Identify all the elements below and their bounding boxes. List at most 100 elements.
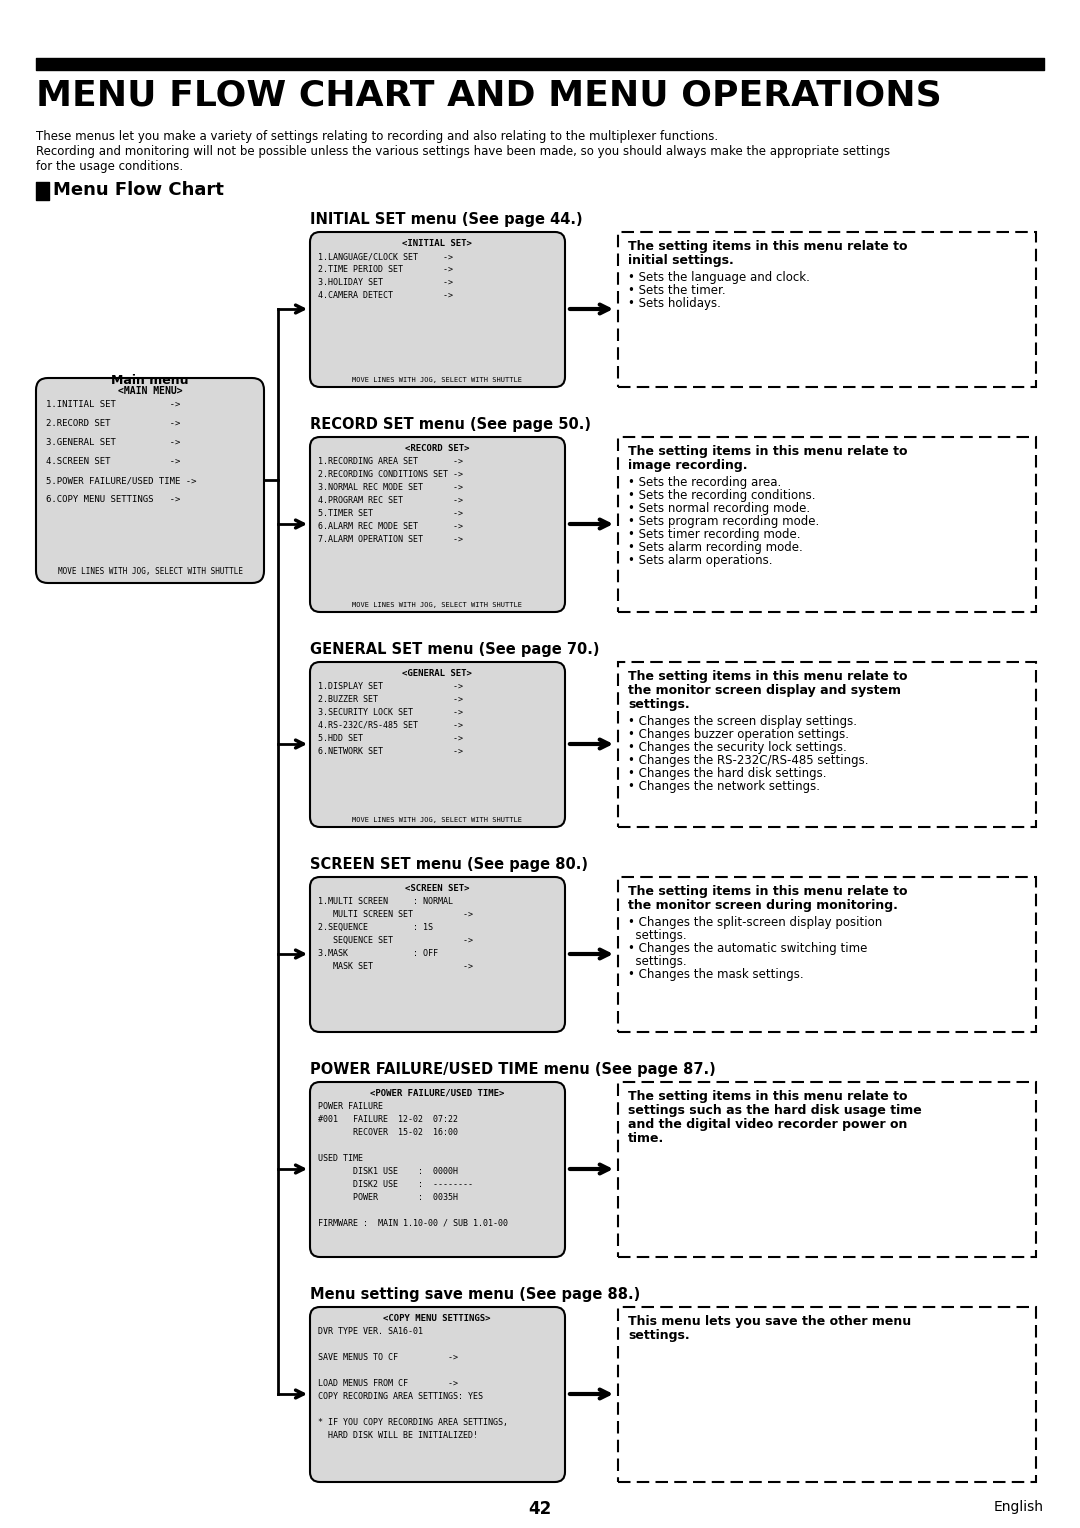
Text: for the usage conditions.: for the usage conditions. <box>36 160 184 173</box>
Text: 2.TIME PERIOD SET        ->: 2.TIME PERIOD SET -> <box>318 264 453 274</box>
Text: • Sets the recording area.: • Sets the recording area. <box>627 477 781 489</box>
Text: • Changes the hard disk settings.: • Changes the hard disk settings. <box>627 767 826 779</box>
Text: <MAIN MENU>: <MAIN MENU> <box>118 387 183 396</box>
Text: 1.MULTI SCREEN     : NORMAL: 1.MULTI SCREEN : NORMAL <box>318 897 453 906</box>
Text: 3.MASK             : OFF: 3.MASK : OFF <box>318 949 438 958</box>
Text: settings.: settings. <box>627 1329 690 1342</box>
Text: the monitor screen display and system: the monitor screen display and system <box>627 685 901 697</box>
Text: MULTI SCREEN SET          ->: MULTI SCREEN SET -> <box>318 911 473 918</box>
Text: MOVE LINES WITH JOG, SELECT WITH SHUTTLE: MOVE LINES WITH JOG, SELECT WITH SHUTTLE <box>352 602 522 608</box>
Text: 1.INITIAL SET          ->: 1.INITIAL SET -> <box>46 400 180 410</box>
Text: Menu Flow Chart: Menu Flow Chart <box>53 180 224 199</box>
Text: <INITIAL SET>: <INITIAL SET> <box>402 238 472 248</box>
Text: #001   FAILURE  12-02  07:22: #001 FAILURE 12-02 07:22 <box>318 1115 458 1125</box>
Text: 3.GENERAL SET          ->: 3.GENERAL SET -> <box>46 439 180 448</box>
Text: time.: time. <box>627 1132 664 1144</box>
Text: The setting items in this menu relate to: The setting items in this menu relate to <box>627 885 907 898</box>
Text: USED TIME: USED TIME <box>318 1154 363 1163</box>
Text: COPY RECORDING AREA SETTINGS: YES: COPY RECORDING AREA SETTINGS: YES <box>318 1392 483 1401</box>
Text: The setting items in this menu relate to: The setting items in this menu relate to <box>627 669 907 683</box>
FancyBboxPatch shape <box>310 662 565 827</box>
Text: 1.RECORDING AREA SET       ->: 1.RECORDING AREA SET -> <box>318 457 463 466</box>
Text: 4.PROGRAM REC SET          ->: 4.PROGRAM REC SET -> <box>318 497 463 504</box>
Text: * IF YOU COPY RECORDING AREA SETTINGS,: * IF YOU COPY RECORDING AREA SETTINGS, <box>318 1418 508 1427</box>
Text: 5.TIMER SET                ->: 5.TIMER SET -> <box>318 509 463 518</box>
Bar <box>618 232 1036 387</box>
FancyBboxPatch shape <box>310 1082 565 1258</box>
Text: • Sets alarm recording mode.: • Sets alarm recording mode. <box>627 541 802 555</box>
Text: DISK2 USE    :  --------: DISK2 USE : -------- <box>318 1180 473 1189</box>
Text: settings.: settings. <box>627 698 690 711</box>
Text: POWER FAILURE/USED TIME menu (See page 87.): POWER FAILURE/USED TIME menu (See page 8… <box>310 1062 716 1077</box>
Text: HARD DISK WILL BE INITIALIZED!: HARD DISK WILL BE INITIALIZED! <box>318 1432 478 1439</box>
Text: <RECORD SET>: <RECORD SET> <box>405 445 469 452</box>
Text: • Changes buzzer operation settings.: • Changes buzzer operation settings. <box>627 727 849 741</box>
Text: 2.SEQUENCE         : 1S: 2.SEQUENCE : 1S <box>318 923 433 932</box>
Text: 5.POWER FAILURE/USED TIME ->: 5.POWER FAILURE/USED TIME -> <box>46 477 197 484</box>
Text: • Sets the timer.: • Sets the timer. <box>627 284 726 296</box>
Text: • Changes the split-screen display position: • Changes the split-screen display posit… <box>627 915 882 929</box>
Text: 4.CAMERA DETECT          ->: 4.CAMERA DETECT -> <box>318 290 453 299</box>
Text: SEQUENCE SET              ->: SEQUENCE SET -> <box>318 937 473 944</box>
Text: settings.: settings. <box>627 955 687 969</box>
Text: 2.RECORDING CONDITIONS SET ->: 2.RECORDING CONDITIONS SET -> <box>318 471 463 478</box>
Text: 4.SCREEN SET           ->: 4.SCREEN SET -> <box>46 457 180 466</box>
Text: 2.RECORD SET           ->: 2.RECORD SET -> <box>46 419 180 428</box>
Text: MOVE LINES WITH JOG, SELECT WITH SHUTTLE: MOVE LINES WITH JOG, SELECT WITH SHUTTLE <box>57 567 243 576</box>
Text: LOAD MENUS FROM CF        ->: LOAD MENUS FROM CF -> <box>318 1378 458 1387</box>
Text: Menu setting save menu (See page 88.): Menu setting save menu (See page 88.) <box>310 1287 640 1302</box>
Text: • Changes the screen display settings.: • Changes the screen display settings. <box>627 715 858 727</box>
Text: 6.COPY MENU SETTINGS   ->: 6.COPY MENU SETTINGS -> <box>46 495 180 504</box>
Text: INITIAL SET menu (See page 44.): INITIAL SET menu (See page 44.) <box>310 212 582 228</box>
Text: and the digital video recorder power on: and the digital video recorder power on <box>627 1118 907 1131</box>
Text: initial settings.: initial settings. <box>627 254 733 267</box>
Text: RECOVER  15-02  16:00: RECOVER 15-02 16:00 <box>318 1128 458 1137</box>
Text: MOVE LINES WITH JOG, SELECT WITH SHUTTLE: MOVE LINES WITH JOG, SELECT WITH SHUTTLE <box>352 817 522 824</box>
Text: • Sets program recording mode.: • Sets program recording mode. <box>627 515 820 529</box>
FancyBboxPatch shape <box>310 877 565 1031</box>
Text: 5.HDD SET                  ->: 5.HDD SET -> <box>318 733 463 743</box>
Text: SCREEN SET menu (See page 80.): SCREEN SET menu (See page 80.) <box>310 857 588 872</box>
Text: settings.: settings. <box>627 929 687 941</box>
Text: the monitor screen during monitoring.: the monitor screen during monitoring. <box>627 898 897 912</box>
Text: FIRMWARE :  MAIN 1.10-00 / SUB 1.01-00: FIRMWARE : MAIN 1.10-00 / SUB 1.01-00 <box>318 1219 508 1229</box>
Bar <box>618 662 1036 827</box>
FancyBboxPatch shape <box>310 437 565 613</box>
Text: • Changes the network settings.: • Changes the network settings. <box>627 779 820 793</box>
Text: The setting items in this menu relate to: The setting items in this menu relate to <box>627 445 907 458</box>
Text: English: English <box>994 1500 1044 1514</box>
Text: MASK SET                  ->: MASK SET -> <box>318 963 473 970</box>
Bar <box>618 437 1036 613</box>
Text: • Changes the security lock settings.: • Changes the security lock settings. <box>627 741 847 753</box>
Text: 6.NETWORK SET              ->: 6.NETWORK SET -> <box>318 747 463 756</box>
Text: 3.SECURITY LOCK SET        ->: 3.SECURITY LOCK SET -> <box>318 707 463 717</box>
Text: 1.LANGUAGE/CLOCK SET     ->: 1.LANGUAGE/CLOCK SET -> <box>318 252 453 261</box>
Text: Recording and monitoring will not be possible unless the various settings have b: Recording and monitoring will not be pos… <box>36 145 890 157</box>
Bar <box>618 1306 1036 1482</box>
Text: DISK1 USE    :  0000H: DISK1 USE : 0000H <box>318 1167 458 1177</box>
Text: 4.RS-232C/RS-485 SET       ->: 4.RS-232C/RS-485 SET -> <box>318 721 463 730</box>
Text: The setting items in this menu relate to: The setting items in this menu relate to <box>627 240 907 254</box>
Text: POWER        :  0035H: POWER : 0035H <box>318 1193 458 1203</box>
Text: settings such as the hard disk usage time: settings such as the hard disk usage tim… <box>627 1105 921 1117</box>
Text: <COPY MENU SETTINGS>: <COPY MENU SETTINGS> <box>383 1314 490 1323</box>
Text: This menu lets you save the other menu: This menu lets you save the other menu <box>627 1316 912 1328</box>
Text: RECORD SET menu (See page 50.): RECORD SET menu (See page 50.) <box>310 417 591 432</box>
Text: These menus let you make a variety of settings relating to recording and also re: These menus let you make a variety of se… <box>36 130 718 144</box>
Text: MENU FLOW CHART AND MENU OPERATIONS: MENU FLOW CHART AND MENU OPERATIONS <box>36 78 942 112</box>
FancyBboxPatch shape <box>310 232 565 387</box>
Text: 42: 42 <box>528 1500 552 1517</box>
Text: DVR TYPE VER. SA16-01: DVR TYPE VER. SA16-01 <box>318 1326 423 1335</box>
Text: 6.ALARM REC MODE SET       ->: 6.ALARM REC MODE SET -> <box>318 523 463 532</box>
Text: 3.NORMAL REC MODE SET      ->: 3.NORMAL REC MODE SET -> <box>318 483 463 492</box>
Text: • Sets alarm operations.: • Sets alarm operations. <box>627 555 772 567</box>
Text: POWER FAILURE: POWER FAILURE <box>318 1102 383 1111</box>
Text: GENERAL SET menu (See page 70.): GENERAL SET menu (See page 70.) <box>310 642 599 657</box>
Text: • Changes the mask settings.: • Changes the mask settings. <box>627 969 804 981</box>
Text: • Sets timer recording mode.: • Sets timer recording mode. <box>627 529 800 541</box>
Text: 2.BUZZER SET               ->: 2.BUZZER SET -> <box>318 695 463 704</box>
Text: • Sets holidays.: • Sets holidays. <box>627 296 720 310</box>
Text: SAVE MENUS TO CF          ->: SAVE MENUS TO CF -> <box>318 1352 458 1361</box>
Text: 3.HOLIDAY SET            ->: 3.HOLIDAY SET -> <box>318 278 453 287</box>
Text: • Changes the automatic switching time: • Changes the automatic switching time <box>627 941 867 955</box>
